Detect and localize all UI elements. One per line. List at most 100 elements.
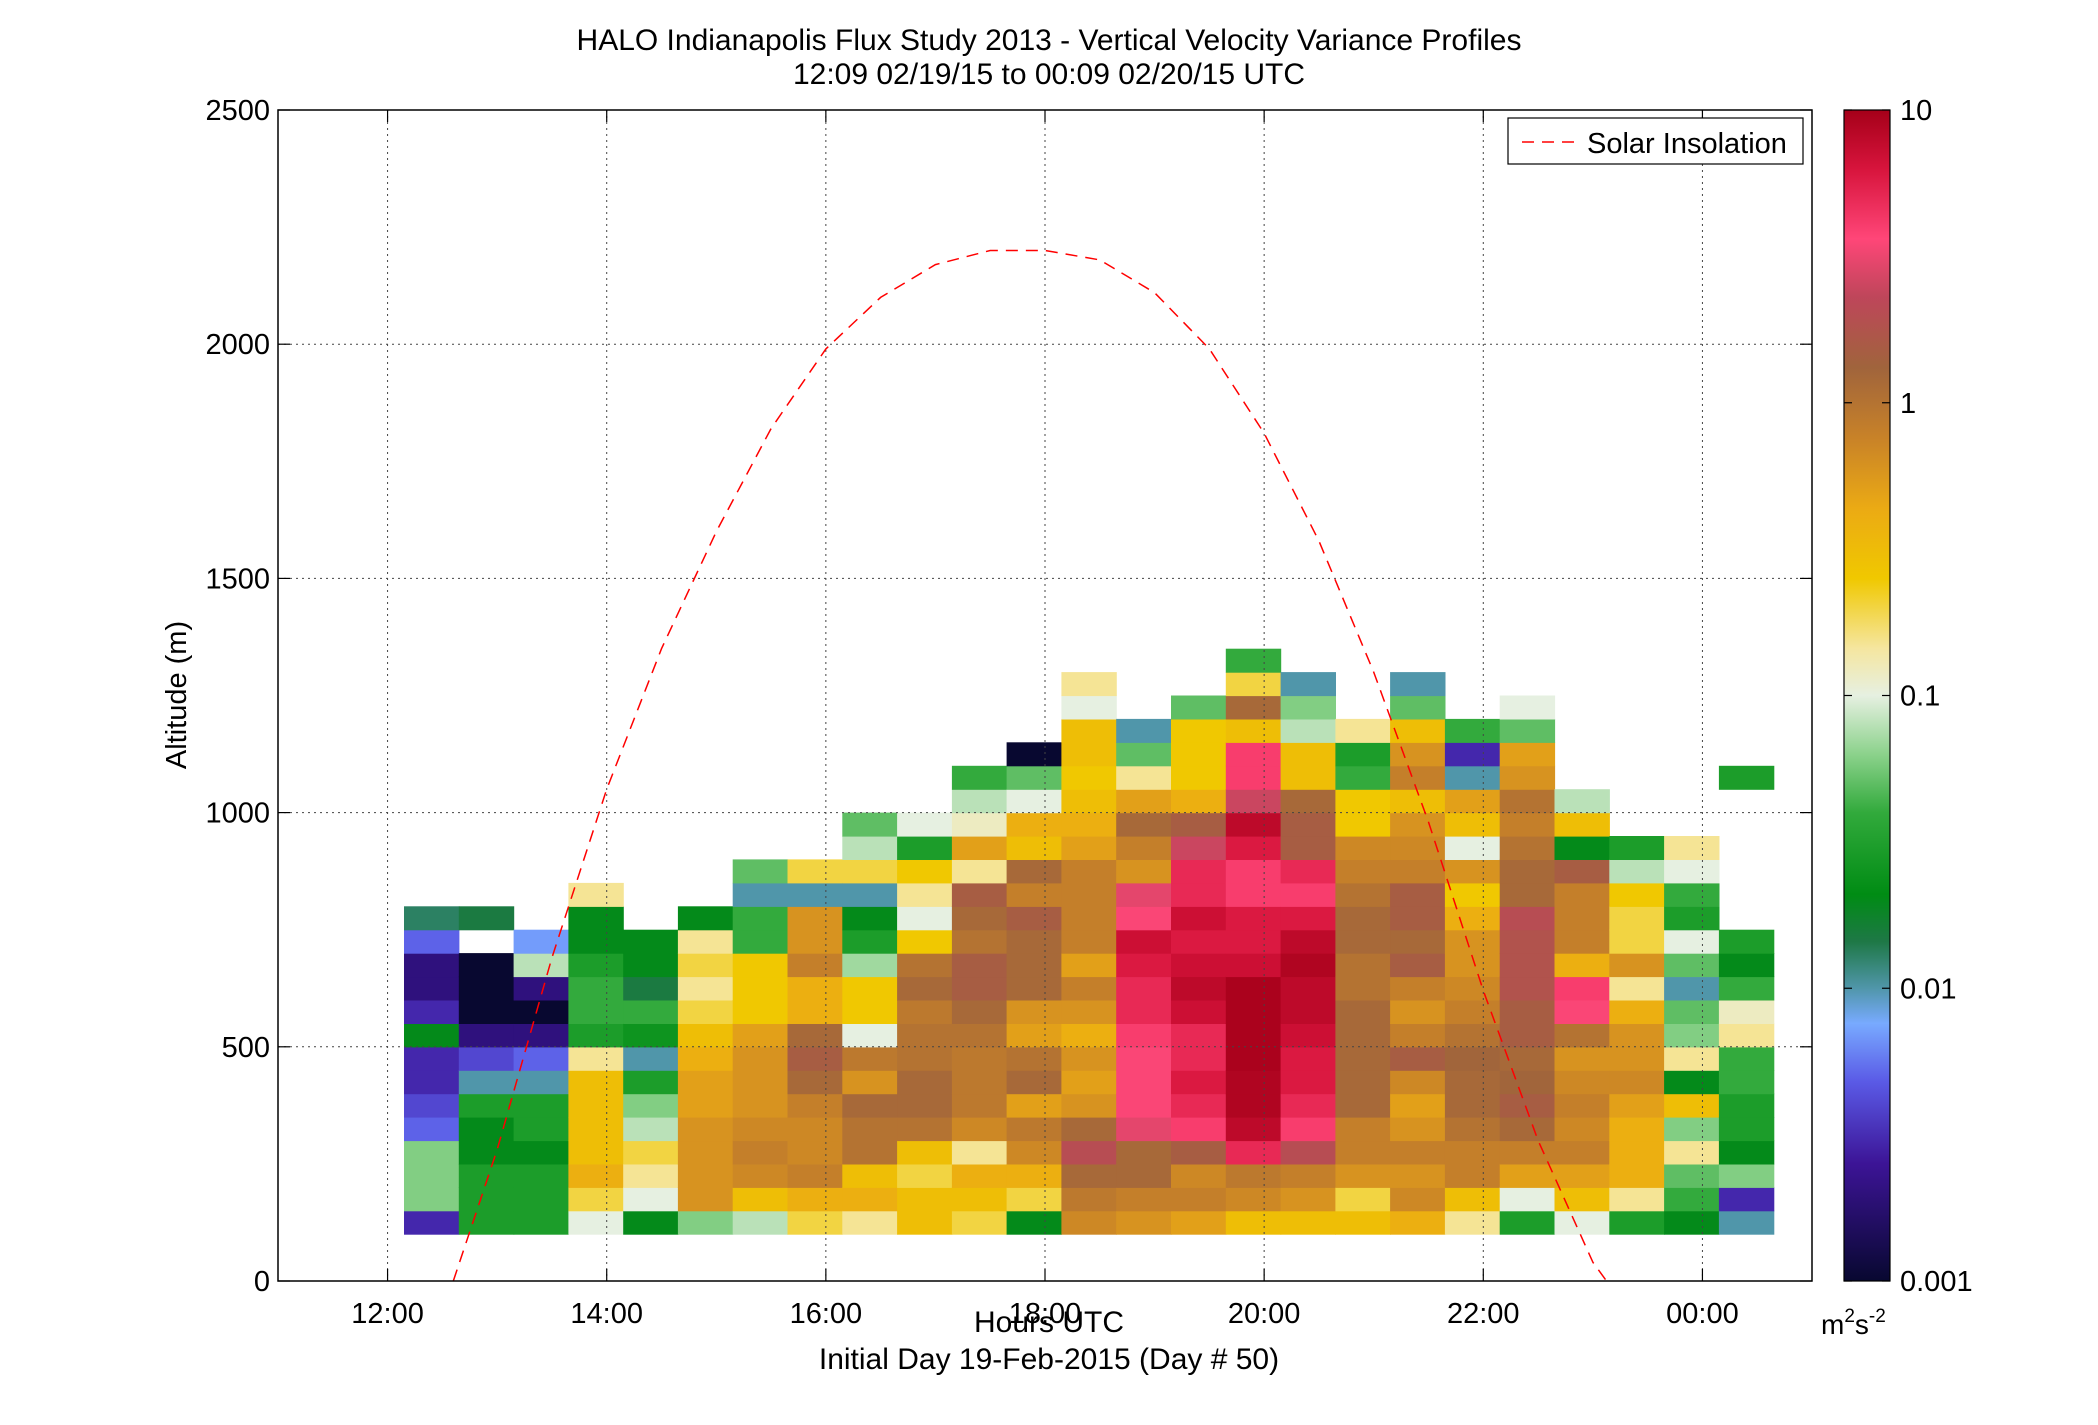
heatmap-cell <box>677 1046 734 1071</box>
heatmap-cell <box>897 1117 953 1142</box>
x-tick-label: 12:00 <box>351 1298 424 1330</box>
heatmap-cell <box>1280 765 1336 790</box>
heatmap-cell <box>732 953 789 978</box>
heatmap-cell <box>458 906 515 931</box>
heatmap-cell <box>1390 765 1446 790</box>
heatmap-cell <box>1444 1163 1501 1188</box>
heatmap-cell <box>1444 929 1501 954</box>
heatmap-cell <box>1280 953 1336 978</box>
heatmap-cell <box>1390 1163 1446 1188</box>
heatmap-cell <box>1499 812 1556 837</box>
heatmap-cell <box>897 836 953 860</box>
heatmap-cell <box>1609 1140 1665 1165</box>
heatmap-cell <box>1171 1210 1227 1235</box>
heatmap-cell <box>1664 1093 1720 1118</box>
heatmap-cell <box>842 882 898 907</box>
heatmap-cell <box>1116 1046 1172 1071</box>
heatmap-cell <box>1006 906 1062 931</box>
heatmap-cell <box>951 1000 1008 1024</box>
heatmap-cell <box>842 906 898 931</box>
heatmap-cell <box>568 976 624 1001</box>
heatmap-cell <box>404 1070 460 1095</box>
heatmap-cell <box>1061 765 1117 790</box>
heatmap-cell <box>787 1210 843 1235</box>
colorbar-tick-label: 10 <box>1900 95 1932 127</box>
heatmap-cell <box>1444 1187 1501 1212</box>
heatmap-cell <box>1006 976 1062 1001</box>
heatmap-cell <box>1554 1093 1610 1118</box>
heatmap-cell <box>1280 1093 1336 1118</box>
heatmap-cell <box>1116 882 1172 907</box>
x-tick-label: 22:00 <box>1447 1298 1520 1330</box>
heatmap-cell <box>1171 882 1227 907</box>
heatmap-cell <box>1006 765 1062 790</box>
heatmap-cell <box>1006 1070 1062 1095</box>
heatmap-cell <box>897 882 953 907</box>
heatmap-cell <box>1554 1187 1610 1212</box>
heatmap-cell <box>1444 882 1501 907</box>
heatmap-cell <box>1499 906 1556 931</box>
heatmap-cell <box>1609 1163 1665 1188</box>
heatmap-cell <box>568 1046 624 1071</box>
heatmap-cell <box>623 929 679 954</box>
heatmap-cell <box>1335 836 1391 860</box>
heatmap-cell <box>568 1187 624 1212</box>
heatmap-cell <box>513 976 569 1001</box>
y-tick-label: 2500 <box>205 95 270 127</box>
heatmap-cell <box>1499 1210 1556 1235</box>
heatmap-cell <box>1171 765 1227 790</box>
heatmap-cell <box>677 976 734 1001</box>
heatmap-cell <box>1061 789 1117 814</box>
heatmap-cell <box>1664 906 1720 931</box>
heatmap-cell <box>1006 789 1062 814</box>
heatmap-cell <box>404 1140 460 1165</box>
heatmap-cell <box>1335 789 1391 814</box>
heatmap-cell <box>787 1093 843 1118</box>
heatmap-cell <box>1390 1070 1446 1095</box>
heatmap-cell <box>1609 1187 1665 1212</box>
heatmap-cell <box>1171 1023 1227 1048</box>
heatmap-cell <box>951 953 1008 978</box>
heatmap-cell <box>1061 1210 1117 1235</box>
heatmap-cell <box>513 1023 569 1048</box>
heatmap-cell <box>897 859 953 884</box>
heatmap-cell <box>623 1163 679 1188</box>
heatmap-cell <box>1390 859 1446 884</box>
heatmap-cell <box>1718 1070 1775 1095</box>
heatmap-cell <box>1554 836 1610 860</box>
heatmap-cell <box>1444 765 1501 790</box>
heatmap-cell <box>1280 1163 1336 1188</box>
heatmap-cell <box>1718 1140 1775 1165</box>
heatmap-cell <box>1280 836 1336 860</box>
heatmap-cell <box>897 1163 953 1188</box>
heatmap-cell <box>1280 1046 1336 1071</box>
colorbar-unit: m2s-2 <box>1821 1306 1886 1340</box>
heatmap-cell <box>1335 1093 1391 1118</box>
heatmap-cell <box>1335 929 1391 954</box>
heatmap-cell <box>513 1046 569 1071</box>
heatmap-cell <box>1280 1140 1336 1165</box>
heatmap-cell <box>1006 1210 1062 1235</box>
heatmap-cell <box>458 1163 515 1188</box>
heatmap-cell <box>1499 1187 1556 1212</box>
heatmap-cell <box>1280 672 1336 697</box>
heatmap-cell <box>458 1187 515 1212</box>
heatmap-cell <box>568 1117 624 1142</box>
heatmap-cell <box>1335 1117 1391 1142</box>
heatmap-cell <box>404 1046 460 1071</box>
heatmap-cell <box>1061 1187 1117 1212</box>
heatmap-cell <box>404 1000 460 1024</box>
y-tick-label: 500 <box>222 1032 270 1064</box>
colorbar: 0.001 0.01 0.1 1 10 m2s-2 <box>1821 95 1973 1340</box>
heatmap-cell <box>1718 953 1775 978</box>
heatmap-cell <box>1664 836 1720 860</box>
heatmap-cell <box>1444 812 1501 837</box>
x-axis-label: Hours UTC <box>973 1306 1124 1339</box>
heatmap-cell <box>1280 976 1336 1001</box>
heatmap-cell <box>1609 1093 1665 1118</box>
heatmap-cell <box>677 1093 734 1118</box>
heatmap-cells <box>404 648 1775 1235</box>
heatmap-cell <box>1116 929 1172 954</box>
heatmap-cell <box>842 812 898 837</box>
heatmap-cell <box>1499 1117 1556 1142</box>
